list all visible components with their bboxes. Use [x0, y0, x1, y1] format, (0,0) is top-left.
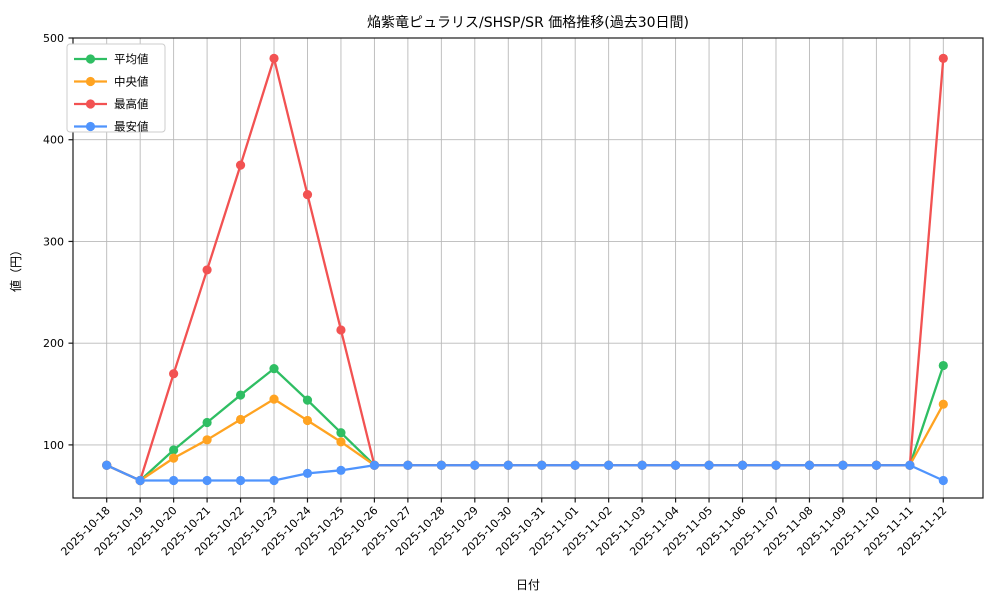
- data-point-average: [202, 417, 212, 428]
- data-point-min: [470, 460, 480, 470]
- legend-marker: [85, 121, 96, 132]
- data-point-min: [637, 460, 647, 470]
- data-point-average: [169, 445, 179, 455]
- series-line-min: [105, 464, 945, 482]
- y-tick-label: 400: [43, 134, 64, 147]
- data-point-min: [804, 460, 815, 470]
- legend-marker: [85, 54, 96, 64]
- data-point-min: [570, 460, 580, 470]
- legend-box: [66, 43, 166, 133]
- data-point-min: [737, 460, 748, 470]
- series-max: [102, 53, 948, 486]
- data-point-max: [169, 369, 179, 379]
- data-point-min: [503, 460, 513, 470]
- data-point-max: [269, 53, 279, 63]
- data-point-min: [771, 460, 781, 470]
- data-point-max: [202, 265, 212, 275]
- data-point-min: [302, 468, 313, 478]
- data-point-max: [302, 190, 313, 200]
- data-point-median: [202, 435, 212, 445]
- data-point-min: [403, 460, 413, 470]
- data-point-max: [938, 53, 948, 63]
- data-point-min: [537, 460, 547, 470]
- data-point-min: [336, 465, 346, 475]
- legend-item-median: 中央値: [74, 75, 149, 89]
- y-tick-label: 200: [43, 337, 64, 350]
- data-point-average: [336, 428, 346, 438]
- data-point-min: [135, 475, 145, 486]
- data-point-median: [169, 453, 179, 463]
- data-point-average: [269, 364, 279, 374]
- legend-marker: [85, 76, 96, 87]
- data-point-average: [302, 395, 313, 405]
- data-point-average: [938, 360, 948, 371]
- series-line-max: [105, 57, 945, 482]
- series-median: [102, 394, 948, 486]
- legend-marker: [85, 99, 96, 109]
- data-point-min: [905, 460, 915, 470]
- legend-label: 最安値: [114, 120, 149, 134]
- data-point-median: [938, 399, 948, 409]
- data-point-min: [704, 460, 714, 470]
- chart-title: 焔紫竜ピュラリス/SHSP/SR 価格推移(過去30日間): [367, 14, 689, 31]
- data-point-median: [235, 414, 246, 425]
- data-point-min: [169, 475, 179, 486]
- x-axis-label: 日付: [516, 578, 540, 592]
- data-point-min: [202, 475, 212, 486]
- data-point-min: [938, 475, 948, 486]
- data-point-median: [269, 394, 279, 404]
- data-point-min: [235, 475, 246, 486]
- y-axis-label: 値（円）: [8, 244, 23, 292]
- data-point-min: [670, 460, 681, 470]
- legend-item-min: 最安値: [74, 120, 149, 134]
- data-point-median: [302, 415, 313, 426]
- series-line-average: [105, 364, 945, 482]
- data-point-max: [235, 160, 246, 170]
- legend-label: 最高値: [114, 97, 149, 111]
- legend-item-average: 平均値: [74, 52, 149, 66]
- data-point-min: [102, 460, 112, 470]
- y-tick-label: 100: [43, 439, 64, 452]
- legend-item-max: 最高値: [74, 97, 149, 111]
- data-point-median: [336, 437, 346, 447]
- y-tick-label: 500: [43, 32, 64, 45]
- data-point-min: [871, 460, 881, 470]
- data-point-min: [838, 460, 848, 470]
- data-point-average: [235, 390, 246, 400]
- data-point-min: [604, 460, 614, 470]
- series-line-median: [105, 397, 945, 482]
- data-point-min: [436, 460, 446, 470]
- y-tick-label: 300: [43, 235, 64, 248]
- legend-label: 中央値: [114, 75, 149, 89]
- series-min: [102, 460, 948, 486]
- plot-border: [72, 37, 984, 499]
- data-point-max: [336, 325, 346, 335]
- series-lines: [102, 53, 948, 486]
- data-point-min: [369, 460, 380, 470]
- data-point-min: [269, 475, 279, 486]
- legend-label: 平均値: [114, 52, 149, 66]
- series-average: [102, 360, 948, 486]
